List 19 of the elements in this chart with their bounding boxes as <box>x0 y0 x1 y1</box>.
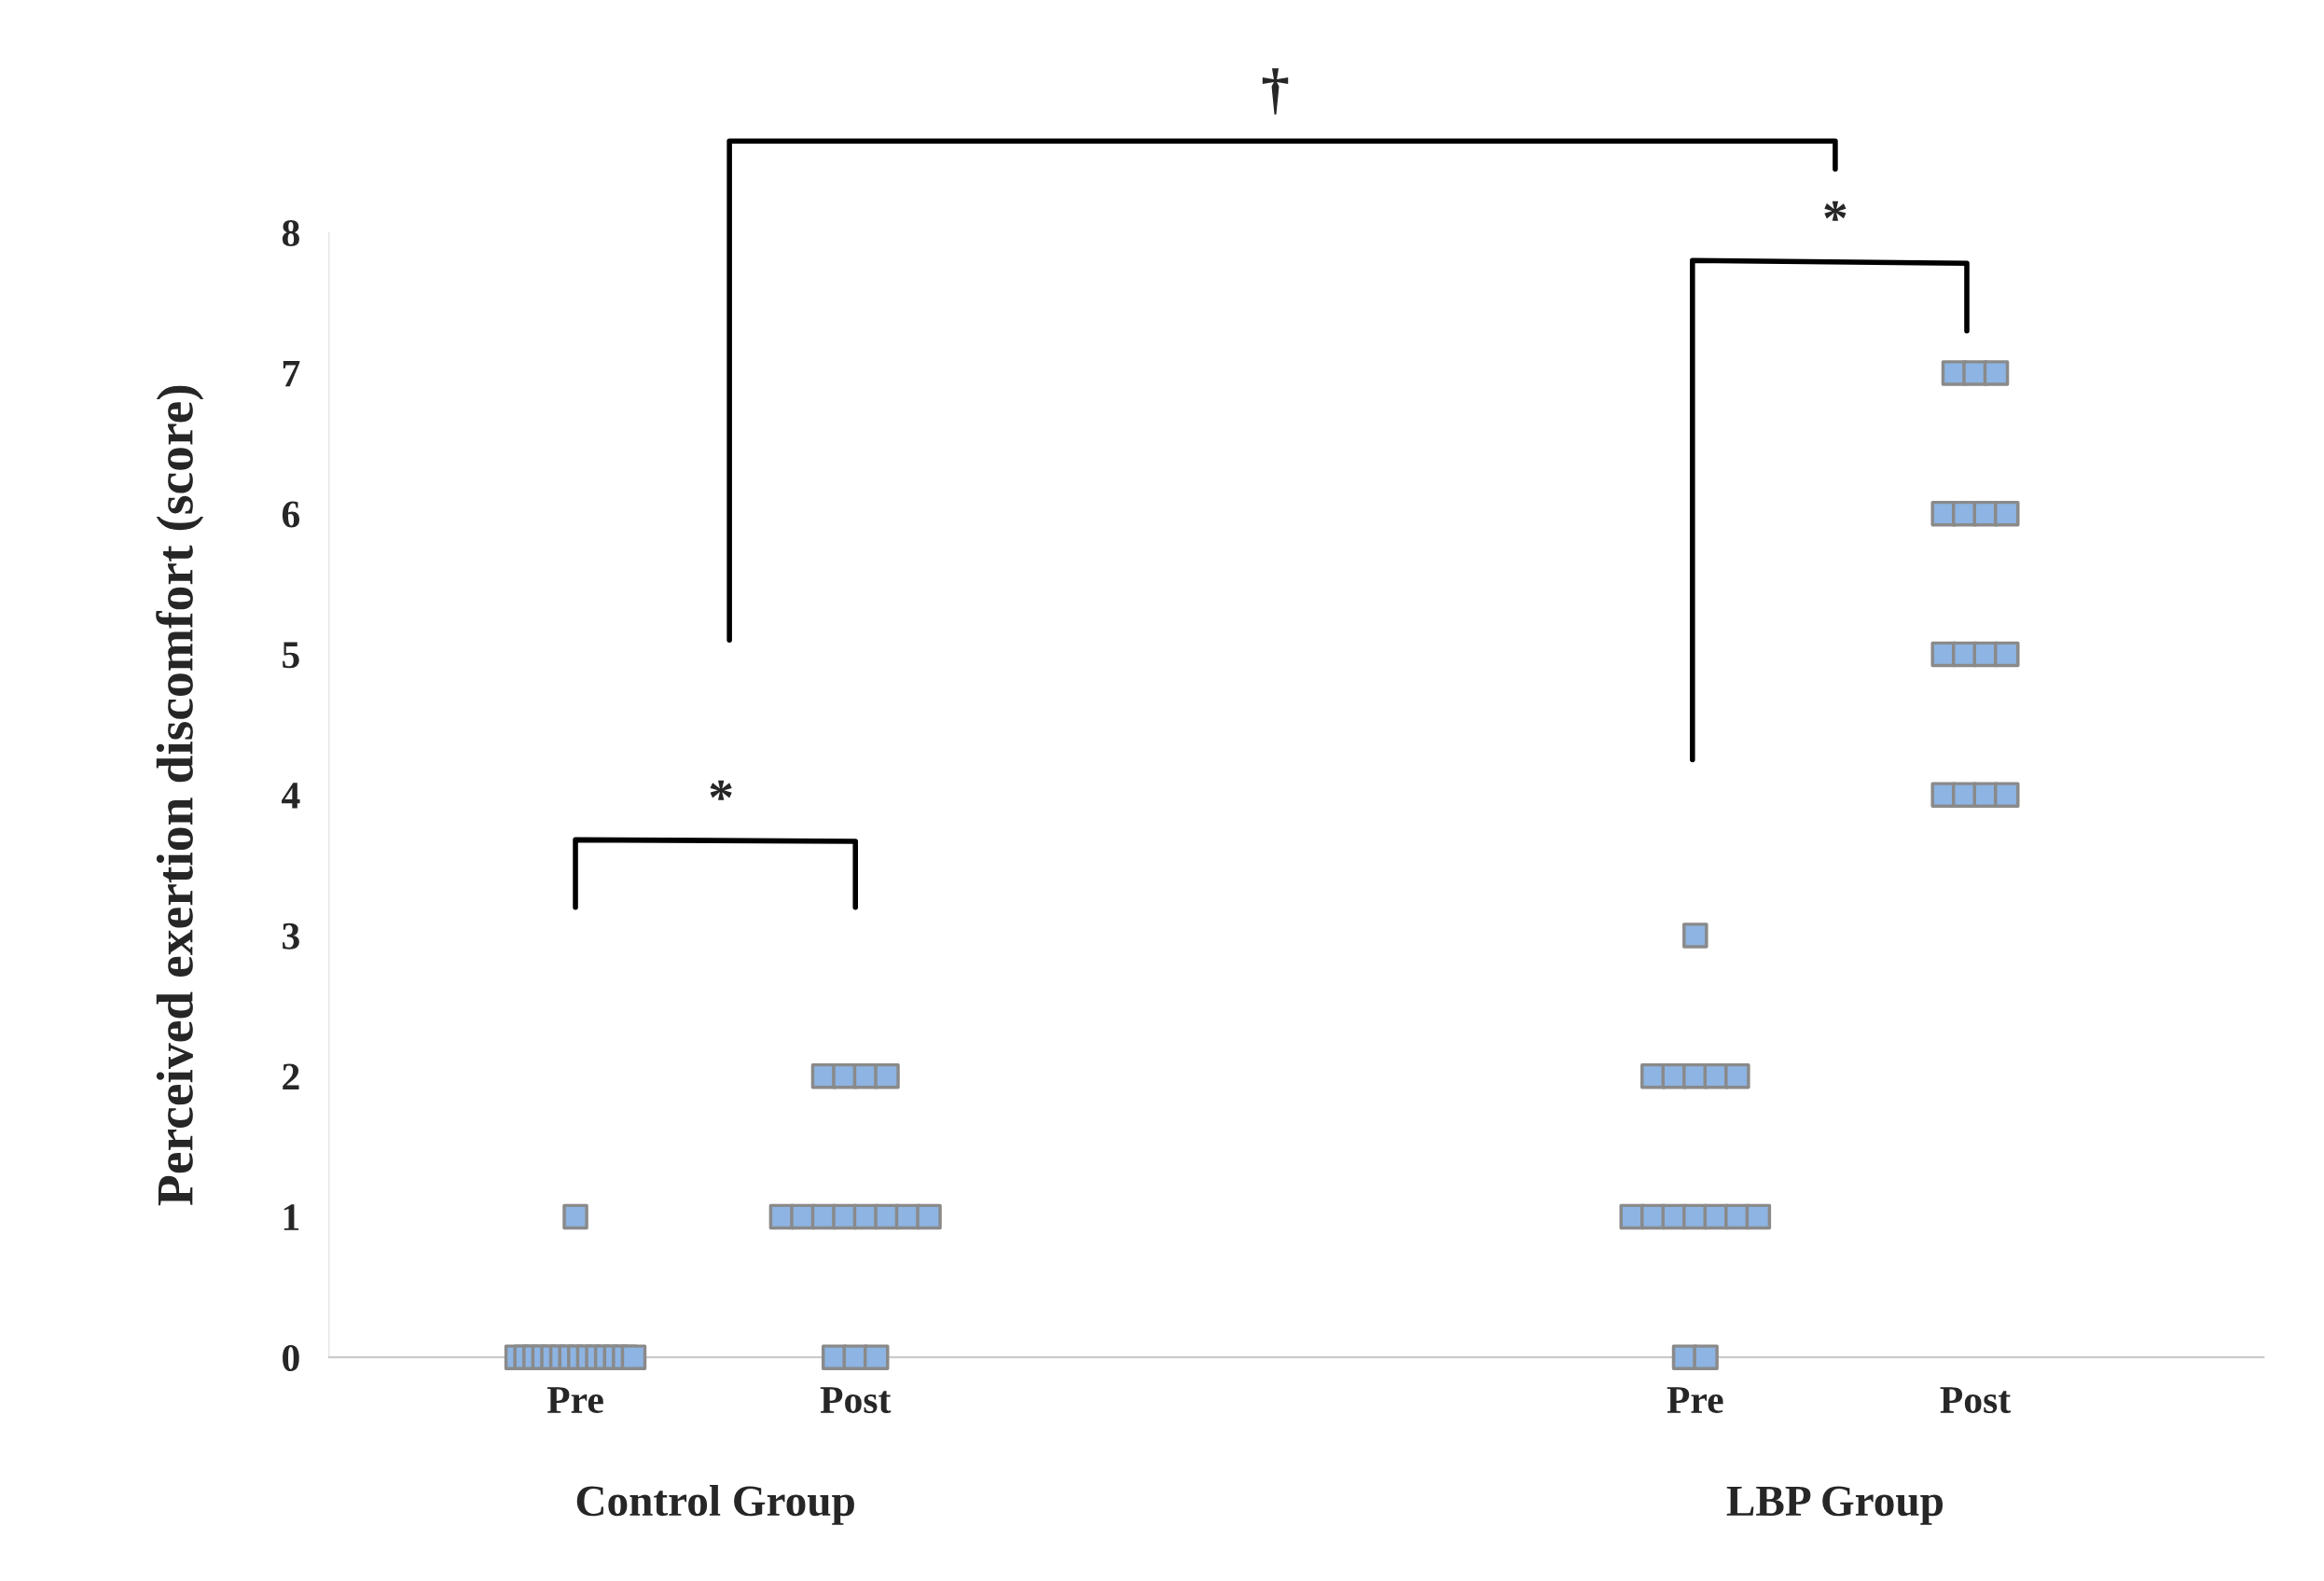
y-tick-label: 1 <box>284 1204 299 1230</box>
annotation: * <box>710 780 732 800</box>
x-tick-label: Pre <box>1667 1387 1723 1414</box>
y-tick-label: 2 <box>283 1063 299 1090</box>
y-tick-label: 4 <box>282 783 300 809</box>
y-axis-title: Perceived exertion discomfort (score) <box>156 385 204 1206</box>
x-tick-label: Post <box>820 1387 892 1414</box>
x-tick-label: Pre <box>546 1387 603 1414</box>
y-tick-label: 5 <box>283 642 299 669</box>
text: † <box>1262 68 1289 115</box>
x-tick-label: Post <box>1940 1387 2012 1414</box>
text: Control Group <box>576 1485 854 1525</box>
text: * <box>1824 201 1847 221</box>
y-tick-label: 8 <box>282 219 299 247</box>
text: LBP Group <box>1726 1486 1944 1525</box>
y-tick-label: 0 <box>283 1344 299 1372</box>
y-tick-label: 7 <box>283 361 300 387</box>
y-tick-label: 6 <box>282 501 300 528</box>
y-tick-label: 3 <box>283 922 299 950</box>
